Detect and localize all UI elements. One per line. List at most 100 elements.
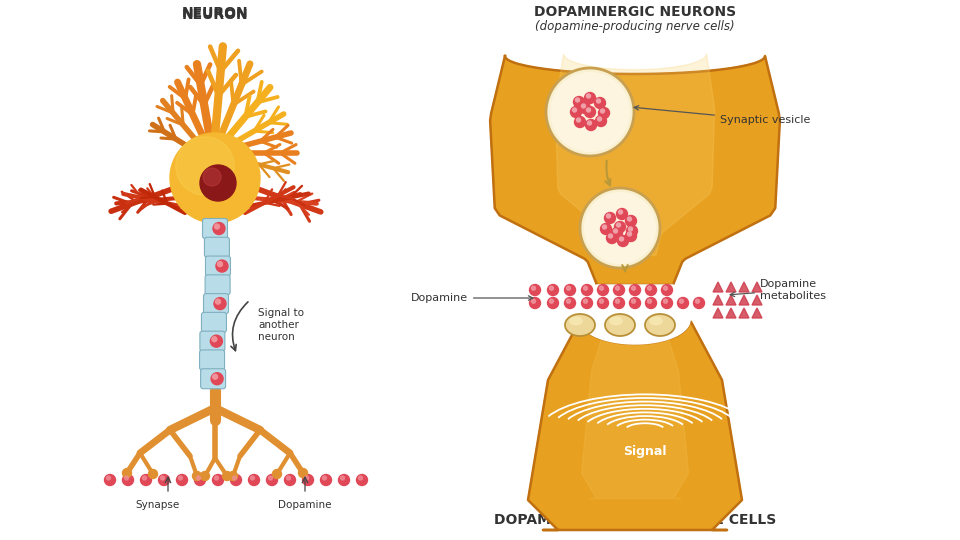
Polygon shape	[739, 295, 749, 305]
Text: (dopamine-producing nerve cells): (dopamine-producing nerve cells)	[535, 20, 734, 33]
Circle shape	[213, 222, 225, 234]
Circle shape	[530, 285, 540, 295]
Circle shape	[176, 137, 234, 195]
Circle shape	[105, 475, 115, 485]
Circle shape	[613, 298, 625, 308]
Text: Dopamine
metabolites: Dopamine metabolites	[731, 279, 826, 301]
Circle shape	[605, 213, 615, 224]
FancyBboxPatch shape	[201, 369, 226, 389]
FancyBboxPatch shape	[204, 294, 228, 314]
Circle shape	[680, 299, 684, 303]
Text: Signal: Signal	[623, 446, 667, 458]
Circle shape	[200, 165, 236, 201]
Circle shape	[626, 231, 636, 241]
Circle shape	[549, 286, 554, 290]
Circle shape	[577, 118, 581, 122]
Circle shape	[358, 476, 363, 480]
Polygon shape	[713, 282, 723, 292]
FancyBboxPatch shape	[202, 312, 227, 333]
Circle shape	[615, 299, 619, 303]
Circle shape	[216, 260, 228, 272]
Circle shape	[572, 108, 577, 112]
Circle shape	[584, 192, 656, 264]
Text: NEURON: NEURON	[181, 8, 249, 22]
Circle shape	[304, 476, 308, 480]
Polygon shape	[752, 282, 762, 292]
Ellipse shape	[605, 314, 635, 336]
Circle shape	[607, 214, 611, 218]
Circle shape	[597, 117, 602, 121]
Circle shape	[580, 103, 590, 113]
Circle shape	[629, 227, 633, 231]
Text: Signal to
another
neuron: Signal to another neuron	[258, 308, 304, 342]
Circle shape	[647, 286, 652, 290]
Circle shape	[230, 475, 242, 485]
Circle shape	[251, 476, 254, 480]
Circle shape	[582, 104, 586, 108]
Circle shape	[595, 116, 607, 126]
FancyBboxPatch shape	[200, 350, 225, 370]
Circle shape	[618, 210, 622, 214]
Circle shape	[609, 234, 612, 238]
Circle shape	[628, 217, 632, 221]
Text: Dopamine
receptor: Dopamine receptor	[484, 363, 546, 387]
Circle shape	[177, 475, 187, 485]
Circle shape	[597, 298, 609, 308]
Polygon shape	[739, 282, 749, 292]
Circle shape	[588, 121, 591, 125]
Circle shape	[299, 469, 307, 477]
Circle shape	[284, 475, 296, 485]
Circle shape	[323, 476, 326, 480]
Circle shape	[599, 299, 604, 303]
Circle shape	[566, 299, 570, 303]
Polygon shape	[739, 308, 749, 318]
Circle shape	[601, 224, 612, 234]
Circle shape	[140, 475, 152, 485]
Circle shape	[286, 476, 291, 480]
Circle shape	[142, 476, 147, 480]
Circle shape	[616, 223, 620, 227]
FancyBboxPatch shape	[205, 256, 230, 276]
Text: DOPAMINE-RECEIVING NERVE CELLS: DOPAMINE-RECEIVING NERVE CELLS	[493, 513, 776, 527]
Circle shape	[302, 475, 314, 485]
Circle shape	[273, 469, 281, 478]
Circle shape	[585, 92, 595, 104]
Circle shape	[661, 298, 673, 308]
Circle shape	[598, 107, 610, 118]
Circle shape	[573, 97, 585, 107]
Ellipse shape	[609, 316, 623, 326]
Polygon shape	[555, 54, 714, 255]
Circle shape	[532, 299, 536, 303]
Circle shape	[228, 471, 237, 481]
Circle shape	[125, 476, 129, 480]
Circle shape	[575, 98, 580, 102]
Circle shape	[695, 299, 700, 303]
Circle shape	[630, 285, 640, 295]
Circle shape	[149, 469, 157, 478]
Polygon shape	[517, 285, 753, 320]
Circle shape	[339, 475, 349, 485]
Circle shape	[613, 285, 625, 295]
Circle shape	[203, 168, 221, 186]
Circle shape	[547, 285, 559, 295]
Circle shape	[599, 286, 604, 290]
Circle shape	[628, 232, 632, 236]
Circle shape	[647, 299, 652, 303]
Circle shape	[530, 298, 540, 308]
Circle shape	[663, 286, 667, 290]
Polygon shape	[752, 295, 762, 305]
Circle shape	[580, 188, 660, 268]
Circle shape	[615, 286, 619, 290]
Circle shape	[626, 215, 636, 226]
Circle shape	[603, 225, 607, 229]
Circle shape	[613, 229, 617, 233]
Text: Synapse: Synapse	[136, 500, 180, 510]
Circle shape	[549, 299, 554, 303]
Circle shape	[123, 475, 133, 485]
Polygon shape	[580, 320, 690, 344]
Circle shape	[693, 298, 705, 308]
Polygon shape	[726, 282, 736, 292]
FancyBboxPatch shape	[203, 219, 228, 239]
Circle shape	[211, 373, 223, 384]
Circle shape	[616, 208, 628, 219]
